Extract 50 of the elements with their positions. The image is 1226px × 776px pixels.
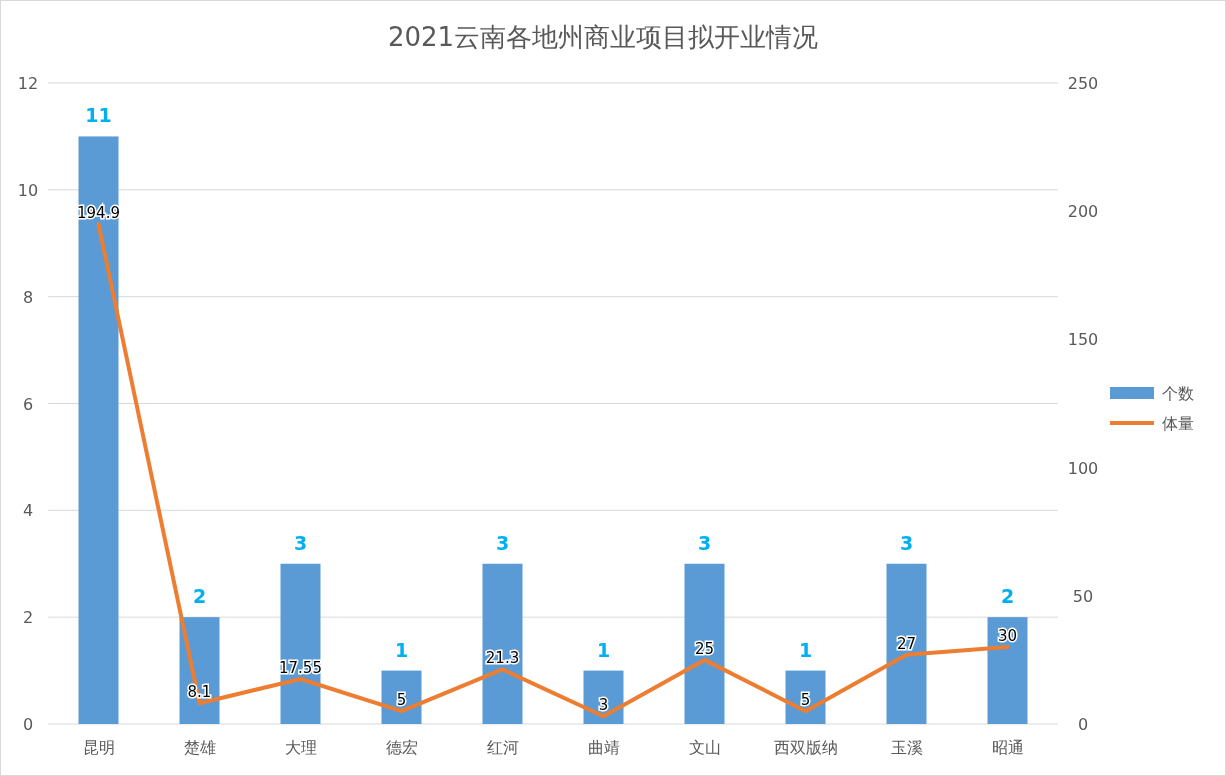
x-tick-label: 大理 [284,738,317,757]
x-tick-label: 昭通 [991,738,1024,757]
data-label: 27 [896,634,917,653]
x-tick-label: 红河 [486,738,519,757]
x-tick-label: 玉溪 [890,738,923,757]
y-tick-label: 4 [22,501,34,521]
bar [684,563,725,724]
data-label: 30 [997,627,1018,646]
legend-label: 个数 [1162,384,1194,403]
bar [886,563,927,724]
x-tick-label: 曲靖 [587,738,620,757]
data-label: 17.55 [279,659,322,677]
y2-tick-label: 250 [1067,74,1099,93]
legend-label: 体量 [1162,414,1194,433]
bar [78,136,119,724]
x-tick-label: 昆明 [82,738,115,757]
x-tick-label: 文山 [688,738,721,757]
data-label: 5 [800,691,811,710]
data-label: 1 [394,638,409,661]
y-tick-label: 8 [22,287,34,307]
data-label: 5 [396,691,407,710]
data-label: 1 [798,638,813,661]
y-tick-label: 6 [22,394,34,414]
y2-tick-label: 0 [1077,715,1089,734]
bar [482,563,523,724]
data-label: 3 [293,531,308,554]
y2-tick-label: 200 [1067,202,1099,222]
y-tick-label: 2 [22,608,34,628]
x-tick-label: 楚雄 [183,738,216,757]
data-label: 11 [85,104,112,127]
y2-tick-label: 100 [1067,458,1099,478]
data-label: 3 [697,531,712,554]
data-label: 21.3 [485,649,520,668]
chart-title: 2021云南各地州商业项目拟开业情况 [387,22,819,52]
y2-tick-label: 150 [1067,330,1099,350]
data-label: 1 [596,638,611,661]
data-label: 3 [899,531,914,554]
x-tick-label: 西双版纳 [773,738,838,757]
data-label: 2 [1000,585,1015,608]
bar [987,617,1028,724]
y2-tick-label: 50 [1072,586,1094,606]
y-tick-label: 12 [17,74,39,93]
data-label: 2 [192,585,207,608]
data-label: 3 [598,696,609,715]
x-tick-label: 德宏 [385,738,418,757]
data-label: 3 [495,531,510,554]
y-tick-label: 10 [17,180,39,200]
data-label: 25 [694,639,715,658]
y-tick-label: 0 [22,715,34,734]
data-label: 194.9 [77,204,120,223]
